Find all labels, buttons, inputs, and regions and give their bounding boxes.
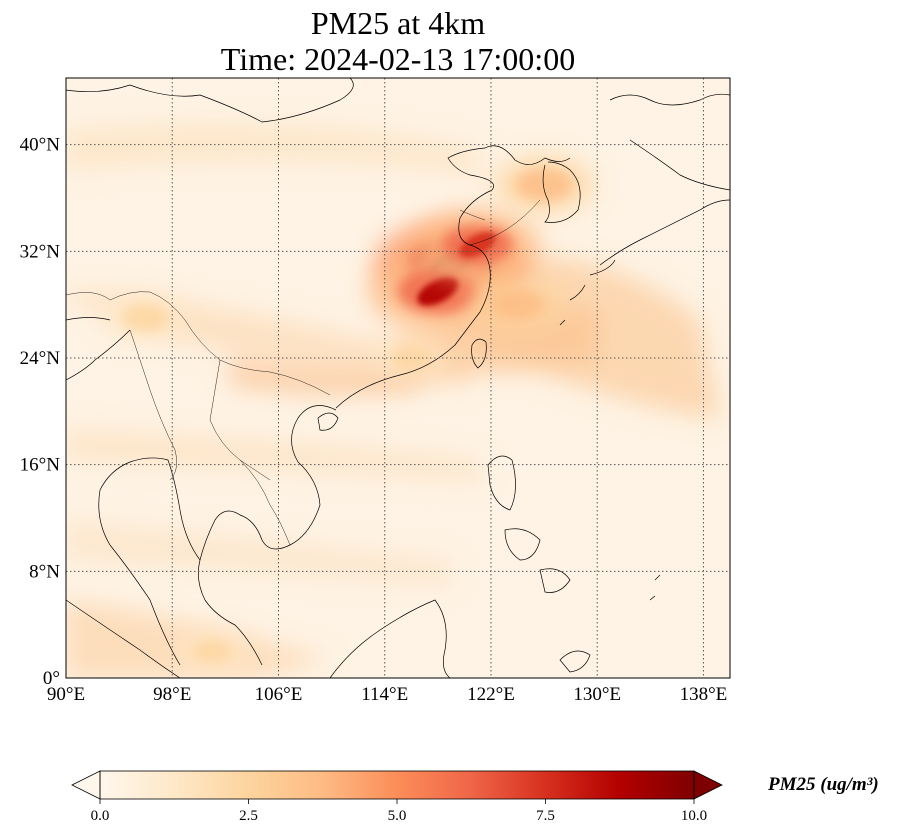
plume-east-china-sea (469, 277, 566, 332)
lon-tick-labels: 90°E 98°E 106°E 114°E 122°E 130°E 138°E (47, 684, 727, 705)
plume-sumatra (175, 630, 249, 673)
map-frame (65, 77, 731, 679)
map-subtitle: Time: 2024-02-13 17:00:00 (220, 41, 576, 77)
colorbar-ticks: 0.0 2.5 5.0 7.5 10.0 (91, 799, 707, 824)
colorbar-extend-max (693, 770, 723, 800)
plume-yellow-sea (416, 209, 540, 280)
lat-tick-label: 16°N (20, 455, 61, 476)
lon-tick-label: 90°E (47, 684, 85, 705)
coastlines (66, 78, 730, 678)
plume-korea (493, 155, 595, 214)
colorbar-tick-label: 10.0 (681, 808, 707, 824)
colorbar-tick-label: 0.0 (91, 808, 110, 824)
gridlines (66, 78, 730, 678)
lat-tick-label: 32°N (20, 241, 61, 262)
colorbar-extend-min (71, 770, 101, 800)
colorbar-label: PM25 (ug/m³) (768, 774, 879, 795)
lat-tick-label: 40°N (20, 135, 61, 156)
colorbar: 0.0 2.5 5.0 7.5 10.0 (71, 770, 723, 824)
lat-tick-label: 24°N (20, 348, 61, 369)
country-borders (66, 199, 541, 546)
lon-tick-label: 138°E (680, 684, 728, 705)
colorbar-tick-label: 7.5 (536, 808, 555, 824)
map-title: PM25 at 4km (310, 5, 486, 41)
colorbar-tick-label: 5.0 (388, 808, 407, 824)
lat-tick-label: 8°N (29, 561, 60, 582)
lon-tick-label: 122°E (467, 684, 515, 705)
plume-myanmar (103, 294, 188, 342)
colorbar-gradient (100, 771, 694, 799)
lon-tick-label: 114°E (361, 684, 408, 705)
lon-tick-label: 98°E (153, 684, 191, 705)
lon-tick-label: 130°E (573, 684, 621, 705)
colorbar-tick-label: 2.5 (239, 808, 258, 824)
lat-tick-labels: 0° 8°N 16°N 24°N 32°N 40°N (20, 135, 61, 689)
lat-tick-label: 0° (43, 668, 60, 689)
lon-tick-label: 106°E (255, 684, 303, 705)
hotspot-layer (103, 155, 595, 673)
